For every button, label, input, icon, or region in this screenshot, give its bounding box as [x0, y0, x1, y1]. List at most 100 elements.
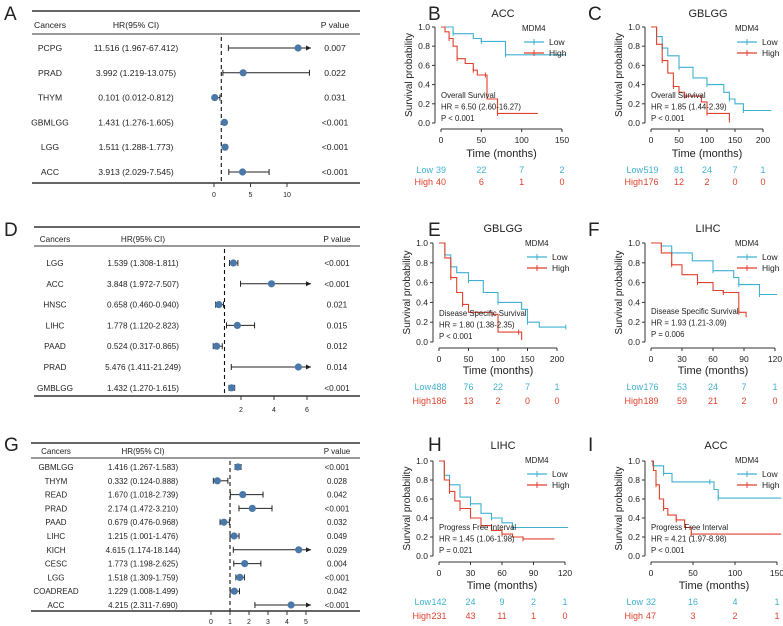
row-hr-ci: 1.778 (1.120-2.823) [107, 321, 179, 330]
y-tick-label: 0.8 [416, 258, 428, 268]
risk-count: 4 [732, 597, 737, 607]
x-tick-label: 6 [305, 407, 309, 414]
y-tick-label: 0.4 [628, 513, 640, 523]
row-p-value: <0.001 [322, 142, 349, 152]
row-cancer: PRAD [45, 504, 67, 513]
row-cancer: LGG [46, 259, 63, 268]
row-hr-ci: 1.229 (1.008-1.499) [108, 587, 179, 596]
risk-count: 0 [559, 177, 564, 187]
row-p-value: 0.032 [327, 518, 348, 527]
y-tick-label: 1.0 [628, 22, 640, 32]
row-hr-ci: 1.431 (1.276-1.605) [98, 117, 174, 127]
hr-point [213, 342, 221, 350]
x-tick-label: 50 [464, 354, 474, 364]
survival-curve-low [651, 460, 782, 499]
x-tick-label: 120 [768, 354, 782, 364]
annotation-text: Overall Survival [441, 91, 496, 100]
x-tick-label: 30 [677, 354, 687, 364]
risk-count: 24 [708, 382, 718, 392]
y-tick-label: 0.6 [416, 494, 428, 504]
y-tick-label: 0.0 [628, 118, 640, 128]
header-p-value: P value [321, 20, 350, 30]
y-tick-label: 0.6 [628, 494, 640, 504]
header-p-value: P value [323, 235, 351, 244]
row-p-value: 0.004 [327, 560, 348, 569]
row-p-value: <0.001 [325, 601, 350, 610]
row-cancer: KICH [46, 546, 65, 555]
row-hr-ci: 0.658 (0.460-0.940) [107, 301, 179, 310]
x-tick-label: 100 [491, 354, 505, 364]
y-tick-label: 0.4 [416, 297, 428, 307]
risk-count: 32 [646, 597, 656, 607]
x-axis-label: Time (months) [467, 580, 538, 592]
row-cancer: GMBLGG [37, 384, 73, 393]
chart-title: GBLGG [483, 223, 522, 235]
risk-count: 0 [772, 396, 777, 406]
y-tick-label: 0.0 [416, 551, 428, 561]
hr-point [294, 363, 302, 371]
y-tick-label: 0.8 [628, 258, 640, 268]
row-hr-ci: 0.101 (0.012-0.812) [98, 93, 174, 103]
forest-plot-d: Cancers HR(95% CI) P value LGG 1.539 (1.308-… [34, 226, 360, 414]
annotation-text: Progress Free Interval [439, 523, 516, 532]
x-tick-label: 150 [555, 135, 569, 145]
ci-arrow [306, 281, 311, 287]
panel-label-d: D [4, 220, 18, 241]
risk-table-label-low: Low [416, 165, 433, 175]
legend-label-low: Low [762, 37, 778, 47]
annotation-text: HR = 1.93 (1.21-3.09) [651, 319, 727, 328]
x-tick-label: 1 [228, 619, 232, 626]
hr-point [241, 560, 249, 568]
risk-table-label-high: High [624, 611, 643, 621]
legend-title: MDM4 [735, 24, 759, 33]
row-hr-ci: 1.511 (1.288-1.773) [99, 142, 174, 152]
row-hr-ci: 2.174 (1.472-3.210) [108, 504, 179, 513]
x-tick-label: 2 [239, 407, 243, 414]
row-cancer: PCPG [38, 43, 63, 53]
row-p-value: <0.001 [325, 463, 350, 472]
risk-count: 0 [525, 396, 530, 406]
x-tick-label: 5 [249, 192, 253, 199]
hr-point [230, 587, 238, 595]
risk-count: 9 [499, 597, 504, 607]
risk-count: 7 [732, 165, 737, 175]
risk-table-label-low: Low [626, 165, 643, 175]
hr-point [287, 601, 295, 609]
row-hr-ci: 1.670 (1.018-2.739) [108, 491, 179, 500]
header-cancers: Cancers [41, 447, 71, 456]
risk-count: 2 [531, 597, 536, 607]
risk-count: 2 [495, 396, 500, 406]
row-p-value: 0.031 [324, 93, 346, 103]
annotation-text: P < 0.001 [651, 546, 684, 555]
y-tick-label: 0.2 [628, 532, 640, 542]
survival-curve-low [439, 460, 569, 529]
row-cancer: THYM [38, 93, 62, 103]
hr-point [229, 259, 237, 267]
hr-point [228, 384, 236, 392]
row-cancer: LIHC [47, 532, 65, 541]
row-cancer: PAAD [45, 518, 66, 527]
annotation-text: Disease Specific Survival [439, 309, 527, 318]
y-tick-label: 0.8 [628, 41, 640, 51]
risk-count: 13 [463, 396, 473, 406]
header-hr: HR(95% CI) [121, 235, 165, 244]
panel-label-b: B [428, 4, 441, 25]
row-p-value: 0.014 [327, 363, 348, 372]
x-tick-label: 60 [497, 568, 507, 578]
risk-count: 6 [479, 177, 484, 187]
x-tick-label: 120 [558, 568, 572, 578]
row-cancer: COADREAD [33, 587, 79, 596]
y-tick-label: 0.2 [628, 317, 640, 327]
chart-title: ACC [491, 8, 514, 20]
annotation-text: HR = 1.80 (1.38-2.35) [439, 321, 515, 330]
row-cancer: ACC [41, 167, 59, 177]
header-hr: HR(95% CI) [113, 20, 159, 30]
x-tick-label: 90 [529, 568, 539, 578]
risk-table-label-low: Low [626, 382, 643, 392]
legend-label-high: High [762, 480, 780, 490]
y-tick-label: 0.2 [418, 99, 430, 109]
risk-count: 39 [436, 165, 446, 175]
x-tick-label: 90 [739, 354, 749, 364]
risk-count: 1 [760, 165, 765, 175]
